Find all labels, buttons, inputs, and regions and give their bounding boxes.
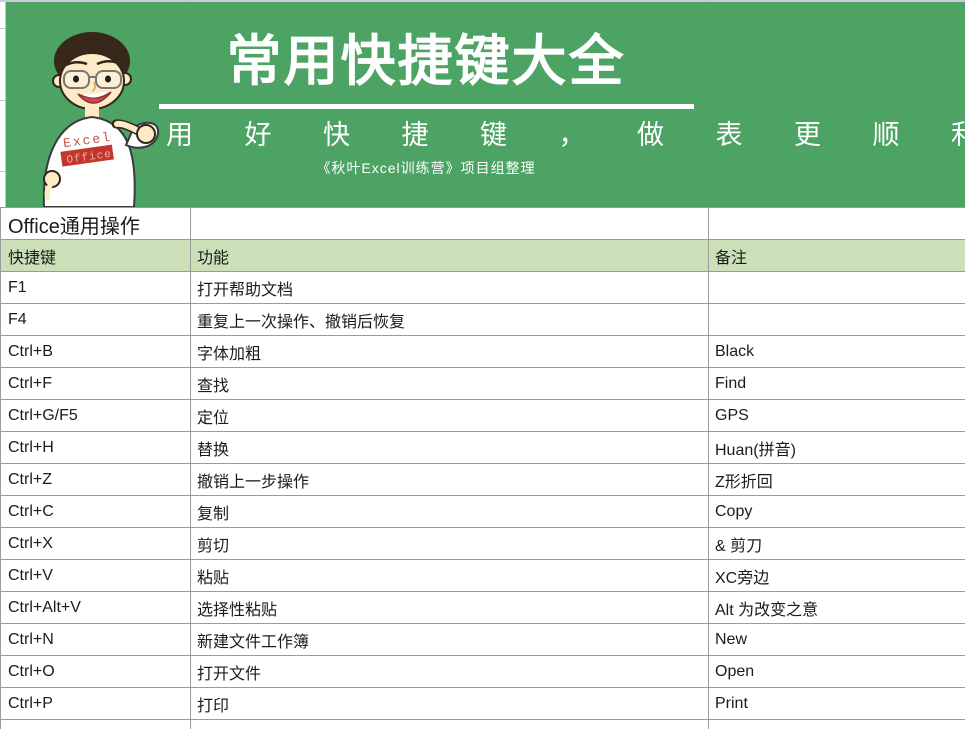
table-row: Ctrl+F 查找 Find [0,368,965,400]
function-cell[interactable]: 撤销上一步操作 [191,464,709,495]
remark-cell[interactable]: Copy [715,503,753,520]
function-cell[interactable]: 打开帮助文档 [191,272,709,303]
shortcut-cell[interactable]: Ctrl+F [1,368,191,399]
shortcut-cell[interactable]: Ctrl+O [1,656,191,687]
table-row: Ctrl+H 替换 Huan(拼音) [0,432,965,464]
empty-cell[interactable] [191,208,709,239]
table-row: Ctrl+Alt+V 选择性粘贴 Alt 为改变之意 [0,592,965,624]
remark-cell[interactable]: & 剪刀 [715,538,763,555]
mascot-illustration: Excel Office [42,32,160,207]
table-body: F1 打开帮助文档 F4 重复上一次操作、撤销后恢复 Ctrl+B 字体加粗 B… [0,272,965,720]
mascot-shirt-text-excel: Excel [62,130,113,152]
partial-row [0,720,965,729]
remark-cell[interactable]: Print [715,695,748,712]
function-cell[interactable]: 重复上一次操作、撤销后恢复 [191,304,709,335]
shortcut-cell[interactable]: Ctrl+G/F5 [1,400,191,431]
remark-cell[interactable]: Huan(拼音) [715,442,796,459]
window-top-edge [0,0,965,2]
shortcut-cell[interactable]: Ctrl+H [1,432,191,463]
remark-cell[interactable]: Black [715,343,755,360]
empty-cell[interactable] [1,720,191,729]
shortcut-cell[interactable]: Ctrl+X [1,528,191,559]
table-row: Ctrl+Z 撤销上一步操作 Z形折回 [0,464,965,496]
hero-banner: Excel Office 常用快捷键大全 用 好 快 捷 键 ， 做 表 更 顺… [6,2,965,207]
function-cell[interactable]: 剪切 [191,528,709,559]
function-cell[interactable]: 打开文件 [191,656,709,687]
remark-cell[interactable]: New [715,631,748,648]
shortcut-cell[interactable]: Ctrl+N [1,624,191,655]
function-cell[interactable]: 打印 [191,688,709,719]
remark-cell[interactable]: GPS [715,407,749,424]
function-cell[interactable]: 字体加粗 [191,336,709,367]
shortcut-cell[interactable]: Ctrl+Alt+V [1,592,191,623]
empty-cell[interactable] [709,208,965,239]
shortcut-cell[interactable]: Ctrl+Z [1,464,191,495]
mascot-hand [136,124,156,144]
shortcut-table: Office通用操作 快捷键 功能 备注 F1 打开帮助文档 F4 重复上一次操… [0,207,965,729]
banner-credit: 《秋叶Excel训练营》项目组整理 [316,160,536,176]
banner-text-block: 常用快捷键大全 用 好 快 捷 键 ， 做 表 更 顺 利 《秋叶Excel训练… [146,2,965,177]
remark-cell[interactable]: Open [715,663,755,680]
remark-cell[interactable]: Find [715,375,747,392]
section-title-row: Office通用操作 [0,208,965,240]
shortcut-cell[interactable]: F4 [1,304,191,335]
column-header-function[interactable]: 功能 [191,240,709,271]
gridline [5,2,6,207]
shortcut-cell[interactable]: Ctrl+B [1,336,191,367]
function-cell[interactable]: 查找 [191,368,709,399]
function-cell[interactable]: 粘贴 [191,560,709,591]
banner-subtitle: 用 好 快 捷 键 ， 做 表 更 顺 利 [166,120,965,150]
remark-cell[interactable]: Alt 为改变之意 [715,602,819,619]
section-title-cell[interactable]: Office通用操作 [1,208,191,239]
function-cell[interactable]: 选择性粘贴 [191,592,709,623]
function-cell[interactable]: 复制 [191,496,709,527]
table-row: F4 重复上一次操作、撤销后恢复 [0,304,965,336]
table-row: F1 打开帮助文档 [0,272,965,304]
gridline [0,28,5,29]
function-cell[interactable]: 定位 [191,400,709,431]
empty-cell[interactable] [191,720,709,729]
function-cell[interactable]: 新建文件工作簿 [191,624,709,655]
table-row: Ctrl+X 剪切 & 剪刀 [0,528,965,560]
table-row: Ctrl+P 打印 Print [0,688,965,720]
gridline [190,0,191,2]
shortcut-cell[interactable]: Ctrl+V [1,560,191,591]
shortcut-cell[interactable]: F1 [1,272,191,303]
table-row: Ctrl+V 粘贴 XC旁边 [0,560,965,592]
table-header-row: 快捷键 功能 备注 [0,240,965,272]
banner-divider [158,104,694,109]
table-row: Ctrl+O 打开文件 Open [0,656,965,688]
column-header-shortcut[interactable]: 快捷键 [1,240,191,271]
table-row: Ctrl+G/F5 定位 GPS [0,400,965,432]
gridline [708,0,709,2]
table-row: Ctrl+N 新建文件工作簿 New [0,624,965,656]
table-row: Ctrl+B 字体加粗 Black [0,336,965,368]
function-cell[interactable]: 替换 [191,432,709,463]
banner-title: 常用快捷键大全 [226,30,626,92]
shortcut-cell[interactable]: Ctrl+C [1,496,191,527]
remark-cell[interactable] [709,272,965,303]
gridline [0,171,5,172]
table-row: Ctrl+C 复制 Copy [0,496,965,528]
column-header-remark[interactable]: 备注 [715,250,748,267]
remark-cell[interactable] [709,304,965,335]
remark-cell[interactable]: Z形折回 [715,474,773,491]
remark-cell[interactable]: XC旁边 [715,570,770,587]
gridline [0,100,5,101]
mascot-mouth [77,91,112,104]
shortcut-cell[interactable]: Ctrl+P [1,688,191,719]
